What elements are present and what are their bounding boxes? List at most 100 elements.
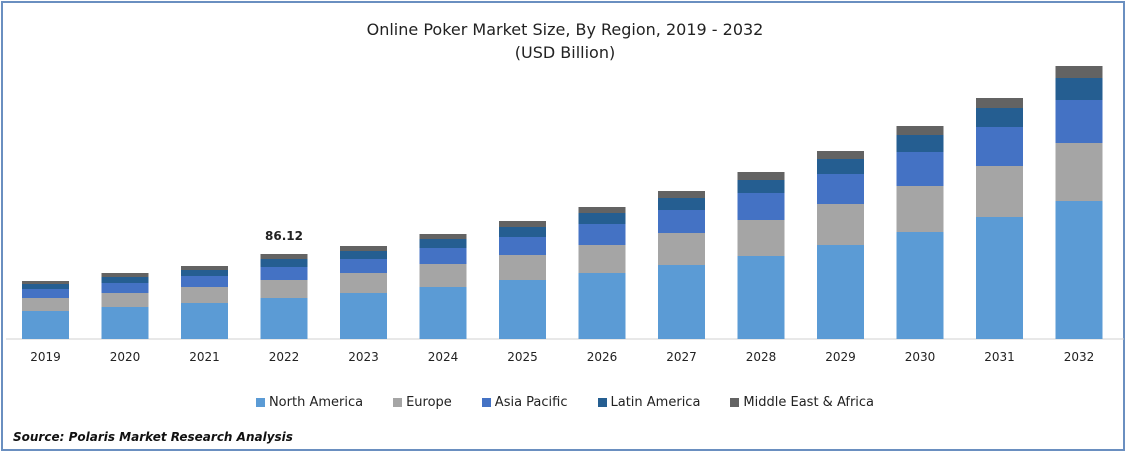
bar-segment-north-america-2028 — [737, 256, 785, 339]
bar-segment-middle-east-africa-2028 — [737, 172, 785, 180]
bar-segment-europe-2027 — [658, 233, 705, 265]
bar-segment-north-america-2021 — [181, 303, 228, 339]
bar-segment-middle-east-africa-2026 — [578, 207, 626, 213]
bar-segment-europe-2031 — [976, 166, 1023, 217]
bar-segment-latin-america-2024 — [419, 239, 467, 248]
bar-segment-middle-east-africa-2029 — [817, 151, 864, 159]
bar-segment-asia-pacific-2020 — [101, 283, 149, 293]
legend-item-middle-east-africa: Middle East & Africa — [730, 395, 874, 410]
legend-swatch — [481, 398, 491, 407]
bar-segment-asia-pacific-2027 — [658, 210, 705, 233]
bar-segment-latin-america-2019 — [22, 284, 69, 289]
legend-swatch — [597, 398, 607, 407]
bar-segment-asia-pacific-2025 — [499, 237, 546, 255]
bar-segment-middle-east-africa-2021 — [181, 266, 228, 270]
legend-swatch — [730, 398, 740, 407]
bar-segment-middle-east-africa-2027 — [658, 191, 705, 198]
bar-segment-asia-pacific-2028 — [737, 193, 785, 220]
bar-segment-asia-pacific-2021 — [181, 276, 228, 287]
bar-segment-middle-east-africa-2023 — [340, 246, 387, 251]
bar-segment-europe-2030 — [896, 186, 944, 232]
bar-segment-latin-america-2023 — [340, 251, 387, 259]
bar-segment-north-america-2024 — [419, 287, 467, 339]
legend-label: Europe — [406, 395, 452, 410]
bar-segment-europe-2020 — [101, 293, 149, 307]
bar-segment-asia-pacific-2022 — [260, 267, 308, 280]
bar-segment-europe-2032 — [1055, 143, 1103, 201]
legend-item-north-america: North America — [255, 395, 364, 410]
bar-segment-europe-2026 — [578, 245, 626, 273]
bar-segment-middle-east-africa-2019 — [22, 281, 69, 284]
bar-segment-latin-america-2032 — [1055, 78, 1103, 100]
x-tick-label-2019: 2019 — [30, 350, 61, 364]
bar-segment-north-america-2020 — [101, 307, 149, 339]
bar-segment-north-america-2029 — [817, 245, 864, 339]
bar-segment-europe-2022 — [260, 280, 308, 298]
bar-segment-middle-east-africa-2022 — [260, 254, 308, 259]
bar-segment-middle-east-africa-2032 — [1055, 66, 1103, 78]
legend-item-europe: Europe — [393, 395, 452, 410]
bar-segment-europe-2028 — [737, 220, 785, 256]
legend-item-asia-pacific: Asia Pacific — [481, 395, 568, 410]
legend-label: Middle East & Africa — [743, 395, 875, 410]
x-tick-label-2025: 2025 — [507, 350, 538, 364]
x-tick-label-2031: 2031 — [984, 350, 1015, 364]
legend-swatch — [393, 398, 403, 407]
bar-segment-north-america-2023 — [340, 293, 387, 339]
bar-segment-latin-america-2021 — [181, 270, 228, 276]
legend-label: North America — [268, 395, 364, 410]
bar-segment-north-america-2031 — [976, 217, 1023, 339]
bar-segment-latin-america-2027 — [658, 198, 705, 210]
bar-segment-europe-2024 — [419, 264, 467, 287]
chart-subtitle: (USD Billion) — [514, 43, 616, 62]
bar-segment-middle-east-africa-2025 — [499, 221, 546, 227]
chart-legend: North America Europe Asia Pacific Latin Ame… — [0, 395, 1130, 410]
bar-segment-asia-pacific-2032 — [1055, 100, 1103, 143]
bar-segment-europe-2029 — [817, 204, 864, 245]
bar-segment-latin-america-2031 — [976, 108, 1023, 127]
legend-swatch — [255, 398, 265, 407]
source-note: Source: Polaris Market Research Analysis — [13, 430, 293, 444]
bar-segment-europe-2025 — [499, 255, 546, 280]
x-tick-label-2029: 2029 — [825, 350, 856, 364]
bar-segment-asia-pacific-2030 — [896, 152, 944, 186]
x-tick-label-2024: 2024 — [428, 350, 459, 364]
bar-segment-asia-pacific-2019 — [22, 289, 69, 298]
bar-segment-middle-east-africa-2024 — [419, 234, 467, 239]
x-tick-label-2027: 2027 — [666, 350, 697, 364]
bar-segment-latin-america-2030 — [896, 135, 944, 152]
legend-label: Latin America — [610, 395, 701, 410]
bar-segment-latin-america-2028 — [737, 180, 785, 193]
bar-segment-asia-pacific-2031 — [976, 127, 1023, 166]
x-tick-label-2021: 2021 — [189, 350, 220, 364]
bar-segment-middle-east-africa-2031 — [976, 98, 1023, 108]
bar-segment-latin-america-2020 — [101, 277, 149, 283]
bar-segment-latin-america-2025 — [499, 227, 546, 237]
bar-segment-north-america-2027 — [658, 265, 705, 339]
x-tick-label-2026: 2026 — [587, 350, 618, 364]
bar-segment-asia-pacific-2026 — [578, 224, 626, 245]
bar-segment-europe-2021 — [181, 287, 228, 303]
data-label-2022: 86.12 — [265, 229, 303, 243]
bar-segment-asia-pacific-2023 — [340, 259, 387, 273]
x-tick-label-2020: 2020 — [110, 350, 141, 364]
bar-segment-north-america-2025 — [499, 280, 546, 339]
chart-title: Online Poker Market Size, By Region, 201… — [366, 20, 764, 39]
bar-segment-latin-america-2026 — [578, 213, 626, 224]
bar-segment-middle-east-africa-2020 — [101, 273, 149, 277]
bar-segment-north-america-2026 — [578, 273, 626, 339]
x-tick-label-2030: 2030 — [905, 350, 936, 364]
bar-segment-europe-2023 — [340, 273, 387, 293]
bar-segment-north-america-2022 — [260, 298, 308, 339]
x-tick-label-2023: 2023 — [348, 350, 379, 364]
bar-segment-asia-pacific-2029 — [817, 174, 864, 204]
bar-segment-north-america-2030 — [896, 232, 944, 339]
bar-segment-latin-america-2022 — [260, 259, 308, 267]
legend-item-latin-america: Latin America — [597, 395, 701, 410]
legend-label: Asia Pacific — [494, 395, 568, 410]
bar-segment-north-america-2032 — [1055, 201, 1103, 339]
bar-segment-asia-pacific-2024 — [419, 248, 467, 264]
x-tick-label-2028: 2028 — [746, 350, 777, 364]
